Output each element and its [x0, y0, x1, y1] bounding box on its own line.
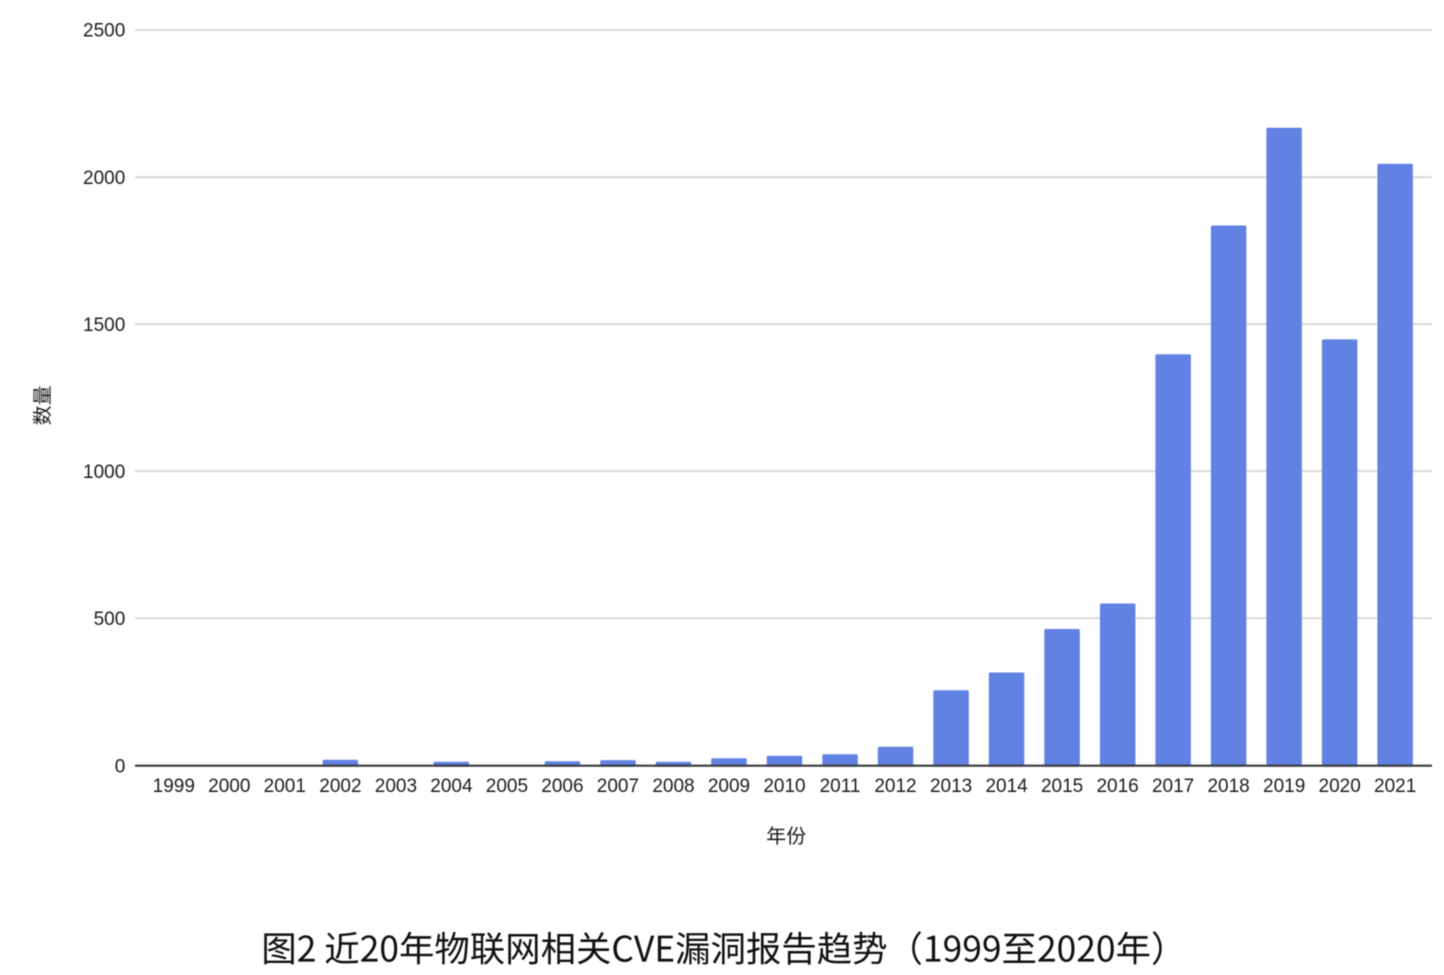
svg-text:2002: 2002 [319, 776, 361, 797]
svg-text:2015: 2015 [1041, 776, 1083, 797]
svg-text:2004: 2004 [430, 776, 473, 797]
svg-text:2003: 2003 [375, 776, 417, 797]
svg-text:2021: 2021 [1374, 776, 1416, 797]
svg-text:2011: 2011 [820, 776, 861, 797]
svg-text:2018: 2018 [1207, 776, 1249, 797]
svg-text:2010: 2010 [763, 776, 805, 797]
svg-text:2014: 2014 [985, 776, 1028, 797]
svg-text:2006: 2006 [541, 776, 583, 797]
svg-text:1999: 1999 [153, 776, 195, 797]
svg-text:2016: 2016 [1096, 776, 1138, 797]
svg-text:2013: 2013 [930, 776, 972, 797]
svg-text:2007: 2007 [597, 776, 639, 797]
svg-text:2019: 2019 [1263, 776, 1305, 797]
svg-text:0: 0 [115, 756, 126, 777]
svg-text:2000: 2000 [83, 168, 125, 189]
svg-text:2020: 2020 [1319, 776, 1361, 797]
svg-text:2017: 2017 [1152, 776, 1194, 797]
svg-text:1500: 1500 [83, 315, 125, 336]
svg-text:2009: 2009 [708, 776, 750, 797]
svg-text:2000: 2000 [208, 776, 250, 797]
svg-text:2500: 2500 [83, 21, 125, 42]
svg-text:500: 500 [94, 609, 126, 630]
svg-text:2005: 2005 [486, 776, 528, 797]
svg-text:2008: 2008 [652, 776, 694, 797]
svg-text:2012: 2012 [874, 776, 916, 797]
svg-text:1000: 1000 [83, 462, 125, 483]
svg-text:2001: 2001 [264, 776, 306, 797]
